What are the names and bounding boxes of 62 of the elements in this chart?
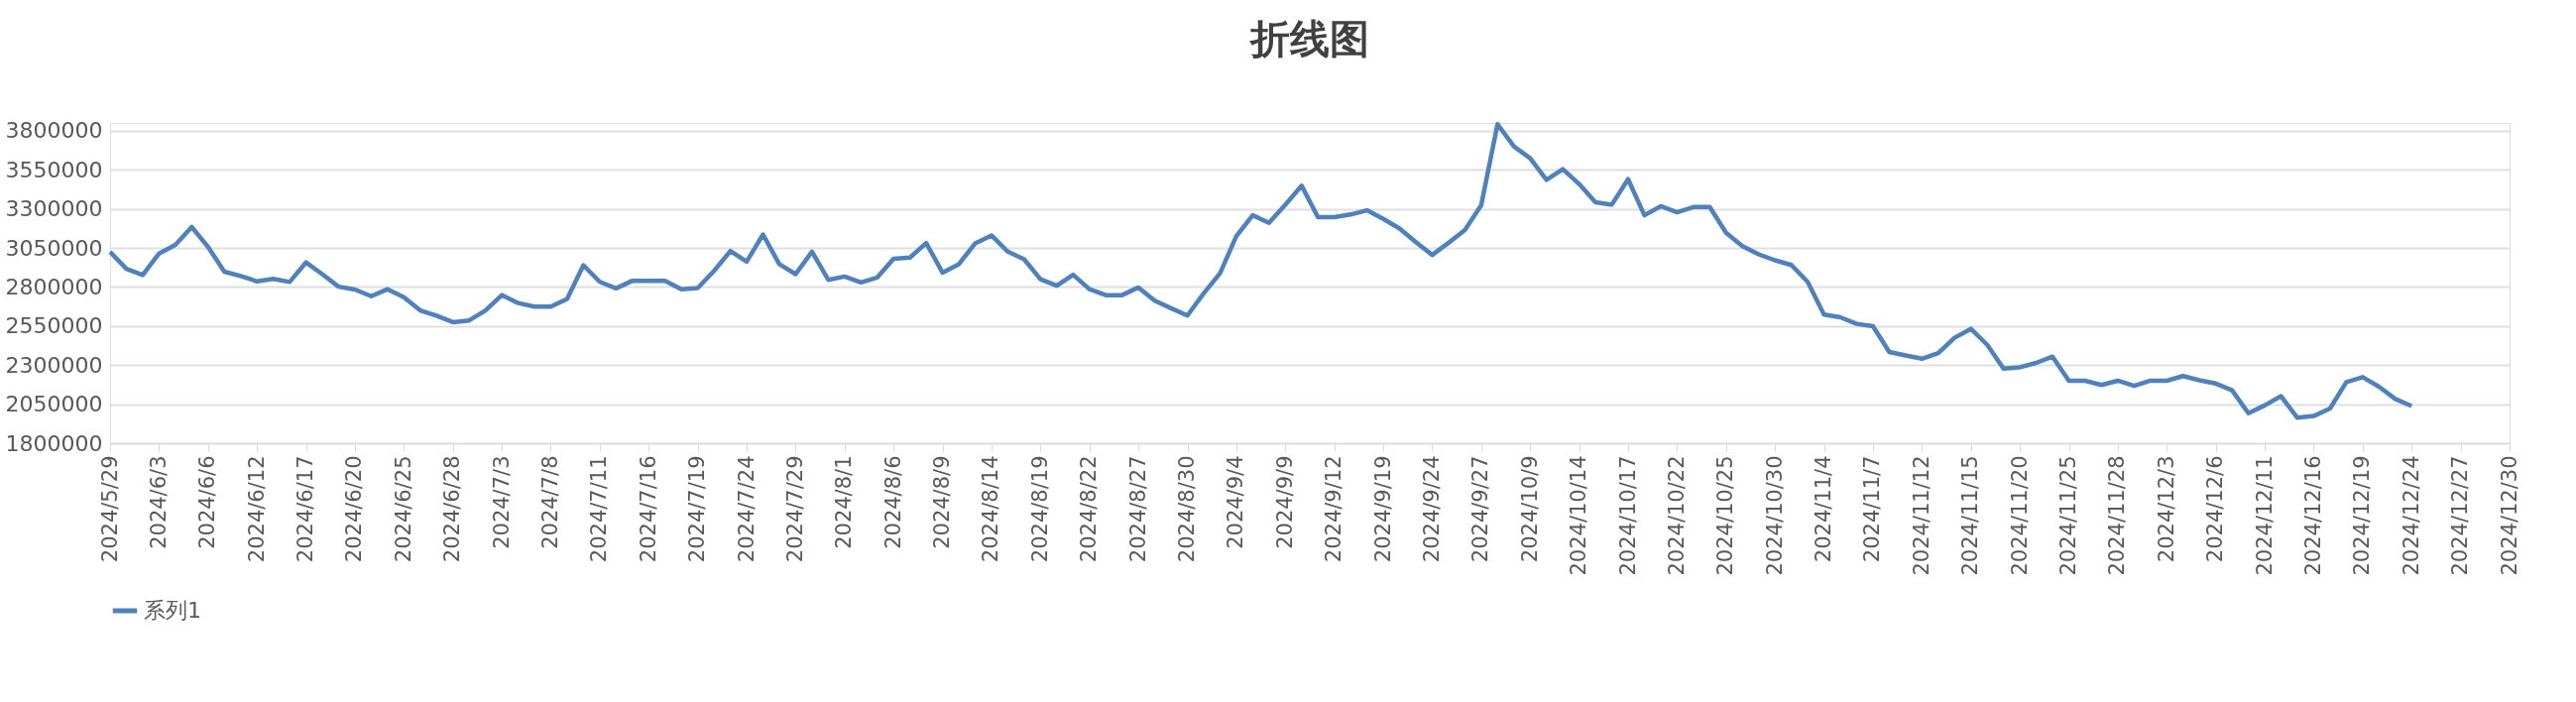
x-tick-label: 2024/10/9	[1517, 455, 1542, 563]
chart-title: 折线图	[1248, 15, 1369, 61]
x-tick-label: 2024/6/28	[440, 455, 465, 563]
x-tick-label: 2024/12/27	[2448, 455, 2473, 576]
x-tick-label: 2024/11/12	[1909, 455, 1933, 576]
x-tick-label: 2024/10/30	[1762, 455, 1787, 576]
x-tick-label: 2024/11/7	[1860, 455, 1885, 563]
x-tick-label: 2024/7/19	[685, 455, 710, 563]
y-tick-label: 3550000	[5, 157, 103, 182]
x-tick-label: 2024/6/6	[195, 455, 220, 549]
x-tick-label: 2024/10/22	[1664, 455, 1689, 576]
x-tick-label: 2024/8/22	[1077, 455, 1102, 563]
x-tick-label: 2024/6/12	[244, 455, 269, 563]
x-tick-label: 2024/10/25	[1713, 455, 1738, 576]
x-tick-label: 2024/9/19	[1370, 455, 1395, 563]
x-tick-label: 2024/6/3	[146, 455, 171, 549]
x-tick-label: 2024/8/14	[979, 455, 1003, 563]
x-tick-label: 2024/11/25	[2056, 455, 2081, 576]
legend-label: 系列1	[144, 598, 201, 623]
x-tick-label: 2024/9/24	[1419, 455, 1444, 563]
x-tick-label: 2024/12/19	[2350, 455, 2375, 576]
x-tick-label: 2024/8/30	[1175, 455, 1200, 563]
x-tick-label: 2024/7/8	[537, 455, 562, 549]
x-tick-label: 2024/6/25	[391, 455, 415, 563]
x-tick-label: 2024/12/24	[2399, 455, 2423, 576]
x-tick-label: 2024/11/20	[2007, 455, 2032, 576]
line-series	[107, 122, 2414, 420]
x-tick-label: 2024/7/29	[782, 455, 807, 563]
x-tick-label: 2024/8/19	[1027, 455, 1052, 563]
x-tick-label: 2024/5/29	[97, 455, 122, 563]
x-tick-label: 2024/12/30	[2497, 455, 2521, 576]
x-tick-label: 2024/6/17	[293, 455, 318, 563]
x-tick-label: 2024/8/9	[930, 455, 955, 549]
y-tick-label: 1800000	[5, 430, 103, 456]
y-tick-label: 3050000	[5, 235, 103, 261]
x-tick-label: 2024/11/15	[1958, 455, 1983, 576]
x-tick-label: 2024/10/17	[1615, 455, 1640, 576]
x-tick-label: 2024/9/4	[1224, 455, 1248, 549]
x-tick-label: 2024/9/9	[1272, 455, 1297, 549]
x-tick-label: 2024/9/12	[1322, 455, 1347, 563]
x-tick-label: 2024/8/27	[1125, 455, 1150, 563]
x-tick-label: 2024/12/6	[2203, 455, 2228, 563]
y-tick-label: 3800000	[5, 118, 103, 144]
x-tick-label: 2024/7/11	[587, 455, 612, 563]
y-tick-label: 2050000	[5, 392, 103, 417]
x-tick-label: 2024/12/3	[2154, 455, 2178, 563]
x-tick-label: 2024/10/14	[1567, 455, 1591, 576]
x-tick-label: 2024/7/16	[636, 455, 660, 563]
x-tick-label: 2024/8/6	[880, 455, 905, 549]
x-tick-label: 2024/12/16	[2300, 455, 2325, 576]
x-tick-label: 2024/8/1	[832, 455, 857, 549]
x-tick-label: 2024/11/4	[1812, 455, 1836, 563]
y-tick-label: 3300000	[5, 196, 103, 222]
x-tick-label: 2024/7/3	[489, 455, 514, 549]
x-tick-label: 2024/9/27	[1468, 455, 1493, 563]
x-tick-label: 2024/7/24	[734, 455, 759, 563]
x-tick-label: 2024/12/11	[2252, 455, 2277, 576]
x-tick-label: 2024/6/20	[342, 455, 367, 563]
x-tick-label: 2024/11/28	[2105, 455, 2130, 576]
y-tick-label: 2300000	[5, 352, 103, 378]
y-tick-label: 2550000	[5, 313, 103, 339]
y-tick-label: 2800000	[5, 274, 103, 299]
